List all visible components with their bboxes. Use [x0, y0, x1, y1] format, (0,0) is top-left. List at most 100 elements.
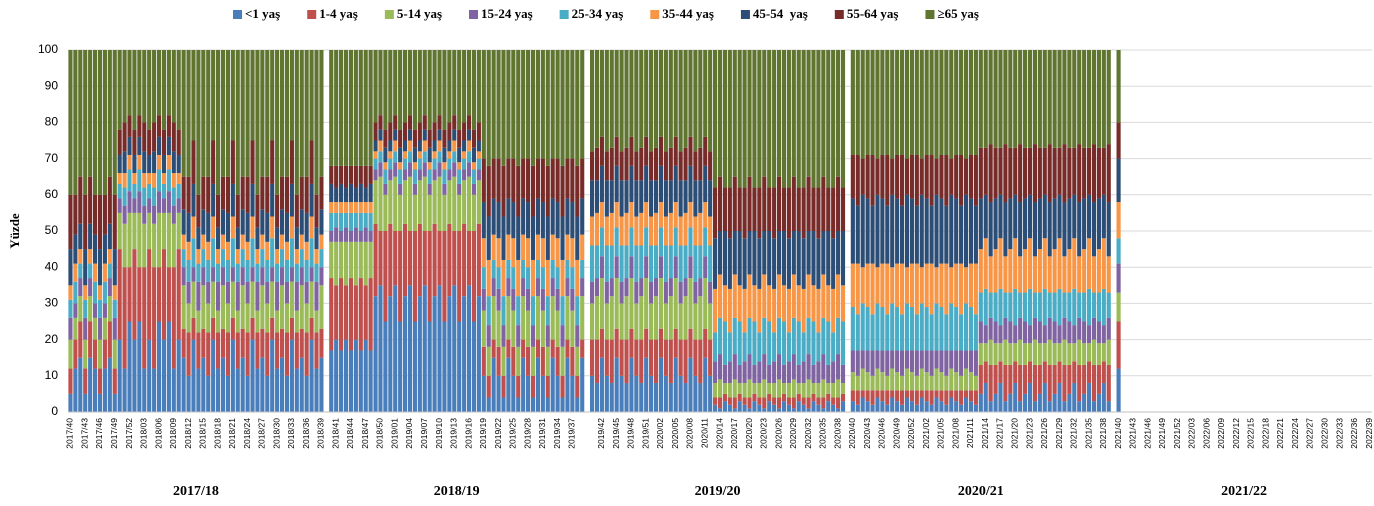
bar-segment — [378, 50, 383, 116]
bar-segment — [432, 180, 437, 224]
bar-segment — [811, 231, 816, 286]
bar-segment — [407, 285, 413, 412]
bar-segment — [78, 357, 83, 412]
bar-segment — [368, 212, 373, 231]
bar-segment — [186, 176, 191, 213]
bar-segment — [1003, 364, 1008, 402]
bar-segment — [668, 212, 673, 246]
bar-segment — [796, 364, 801, 384]
bar-segment — [614, 227, 619, 257]
bar-segment — [398, 169, 403, 184]
bar-segment — [698, 383, 703, 412]
x-tick-label: 2020/32 — [803, 418, 813, 449]
bar-segment — [1018, 202, 1023, 257]
bar-segment — [683, 50, 688, 148]
bar-segment — [373, 296, 378, 412]
bar-segment — [1096, 147, 1101, 199]
bar-segment — [339, 278, 344, 351]
bar-segment — [1013, 194, 1018, 239]
bar-segment — [462, 296, 467, 412]
bar-segment — [594, 339, 600, 384]
bar-segment — [737, 383, 742, 394]
bar-segment — [83, 299, 88, 318]
bar-segment — [742, 238, 747, 289]
bar-segment — [137, 50, 142, 116]
bar-segment — [1008, 249, 1013, 293]
bar-segment — [319, 176, 324, 210]
bar-segment — [875, 303, 880, 351]
bar-segment — [1082, 292, 1087, 322]
bar-segment — [132, 129, 137, 155]
bar-segment — [427, 169, 432, 184]
bar-segment — [339, 165, 344, 184]
bar-segment — [216, 281, 221, 311]
bar-segment — [698, 180, 703, 213]
bar-segment — [589, 216, 595, 246]
bar-segment — [186, 332, 191, 376]
bar-segment — [225, 50, 230, 177]
x-tick-label: 2020/17 — [729, 418, 739, 449]
bar-segment — [127, 267, 132, 322]
bar-segment — [156, 115, 162, 137]
x-tick-label: 2022/27 — [1305, 418, 1315, 449]
bar-segment — [904, 50, 910, 159]
bar-segment — [614, 165, 619, 203]
bar-segment — [117, 173, 122, 184]
bar-segment — [713, 187, 718, 239]
bar-segment — [398, 321, 403, 412]
bar-segment — [235, 263, 240, 282]
bar-segment — [245, 375, 250, 412]
bar-segment — [181, 267, 186, 286]
bar-segment — [1047, 339, 1052, 365]
bar-segment — [501, 296, 506, 326]
bar-segment — [1086, 194, 1092, 239]
bar-segment — [171, 267, 176, 369]
bar-segment — [988, 50, 993, 145]
bar-segment — [1062, 292, 1067, 318]
bar-segment — [747, 176, 752, 231]
bar-segment — [762, 176, 767, 231]
bar-segment — [619, 245, 624, 282]
bar-segment — [900, 390, 905, 405]
bar-segment — [506, 339, 511, 358]
bar-segment — [530, 216, 536, 260]
bar-segment — [653, 147, 659, 181]
bar-segment — [142, 151, 147, 174]
bar-segment — [703, 202, 708, 228]
bar-segment — [216, 332, 221, 369]
bar-segment — [649, 50, 654, 152]
x-tick-label: 2018/15 — [198, 418, 208, 449]
bar-segment — [919, 350, 924, 369]
bar-segment — [639, 296, 644, 340]
bar-segment — [944, 404, 949, 412]
bar-segment — [870, 375, 875, 391]
bar-segment — [806, 354, 811, 380]
bar-segment — [934, 397, 939, 412]
bar-segment — [944, 375, 949, 391]
bar-segment — [752, 231, 757, 286]
bar-segment — [860, 303, 865, 351]
bar-segment — [107, 249, 112, 264]
bar-segment — [88, 50, 93, 177]
bar-segment — [373, 122, 378, 141]
bar-segment — [176, 50, 181, 130]
bar-segment — [1023, 343, 1028, 365]
bar-segment — [496, 346, 501, 376]
x-tick-label: 2021/40 — [1113, 418, 1123, 449]
bar-segment — [147, 129, 152, 155]
bar-segment — [693, 281, 698, 304]
bar-segment — [811, 50, 816, 188]
bar-segment — [457, 50, 462, 130]
bar-segment — [1023, 147, 1028, 199]
bar-segment — [92, 317, 98, 340]
bar-segment — [206, 212, 211, 242]
bar-segment — [658, 165, 664, 203]
bar-segment — [373, 50, 378, 123]
bar-segment — [885, 375, 890, 391]
bar-segment — [678, 339, 683, 376]
bar-segment — [476, 122, 481, 141]
bar-segment — [934, 267, 939, 304]
x-tick-label: 2017/49 — [109, 418, 119, 449]
bar-segment — [1008, 198, 1013, 250]
bar-segment — [1057, 194, 1062, 239]
